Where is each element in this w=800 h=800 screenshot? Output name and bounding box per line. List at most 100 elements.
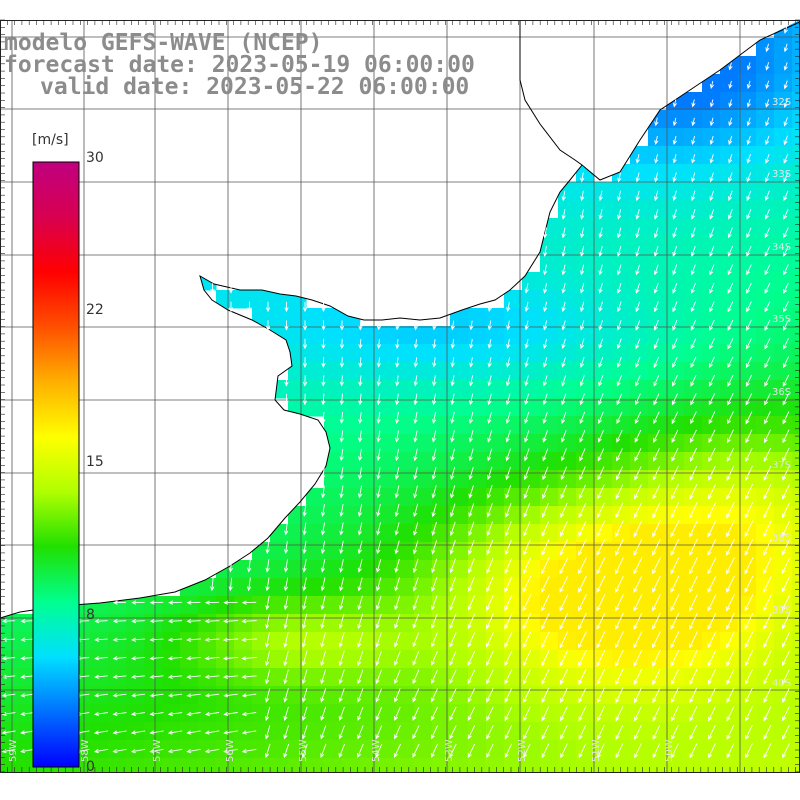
wind-cell (720, 524, 739, 543)
wind-cell (378, 434, 397, 453)
wind-arrow (652, 557, 661, 575)
wind-arrow (467, 595, 476, 611)
wind-cell (630, 704, 649, 723)
wind-cell (774, 38, 793, 57)
wind-cell (234, 578, 253, 597)
wind-cell (702, 560, 721, 579)
wind-arrow (598, 245, 603, 257)
forecast-date: forecast date: 2023-05-19 06:00:00 (4, 52, 475, 78)
wind-arrow (468, 448, 474, 462)
wind-cell (666, 164, 685, 183)
wind-cell (360, 632, 379, 651)
wind-arrow (744, 575, 754, 593)
wind-cell (666, 308, 685, 327)
wind-cell (612, 362, 631, 381)
wind-cell (414, 596, 433, 615)
wind-cell (522, 740, 541, 759)
wind-arrow (689, 484, 698, 500)
wind-cell (666, 434, 685, 453)
wind-cell (648, 344, 667, 363)
wind-arrow (449, 688, 457, 703)
wind-cell (126, 704, 145, 723)
wind-arrow (690, 301, 697, 313)
wind-arrow (506, 301, 511, 313)
wind-arrow (265, 688, 271, 703)
wind-cell (558, 218, 577, 237)
wind-arrow (241, 600, 257, 605)
wind-arrow (395, 357, 400, 368)
wind-arrow (727, 393, 734, 406)
wind-cell (342, 740, 361, 759)
wind-cell (612, 272, 631, 291)
wind-cell (360, 560, 379, 579)
wind-arrow (653, 375, 660, 387)
wind-cell (288, 650, 307, 669)
wind-cell (774, 236, 793, 255)
wind-cell (720, 470, 739, 489)
wind-cell (792, 236, 800, 255)
wind-cell (468, 740, 487, 759)
wind-cell (684, 290, 703, 309)
wind-arrow (506, 338, 511, 350)
wind-arrow (468, 521, 475, 537)
wind-cell (198, 740, 217, 759)
wind-cell (324, 740, 343, 759)
wind-cell (648, 236, 667, 255)
wind-cell (576, 308, 595, 327)
wind-arrow (616, 245, 622, 257)
wind-arrow (616, 320, 622, 331)
wind-cell (684, 416, 703, 435)
wind-cell (702, 452, 721, 471)
wind-arrow (541, 502, 549, 518)
wind-cell (612, 488, 631, 507)
wind-arrow (20, 748, 34, 754)
wind-cell (702, 164, 721, 183)
wind-cell (756, 164, 775, 183)
wind-cell (666, 614, 685, 633)
wind-arrow (781, 502, 791, 519)
wind-cell (18, 740, 37, 759)
wind-arrow (283, 706, 289, 722)
wind-cell (288, 668, 307, 687)
wind-cell (288, 524, 307, 543)
wind-cell (288, 578, 307, 597)
wind-arrow (302, 338, 308, 350)
wind-arrow (524, 338, 529, 350)
wind-cell (126, 596, 145, 615)
wind-cell (270, 704, 289, 723)
wind-cell (396, 398, 415, 417)
wind-cell (558, 200, 577, 219)
wind-arrow (505, 430, 511, 443)
wind-cell (612, 506, 631, 525)
wind-cell (0, 740, 19, 759)
wind-arrow (763, 502, 772, 519)
wind-cell (396, 452, 415, 471)
wind-arrow (93, 748, 109, 754)
wind-cell (558, 434, 577, 453)
wind-arrow (672, 172, 677, 183)
wind-arrow (707, 612, 717, 630)
wind-cell (468, 578, 487, 597)
wind-arrow (524, 301, 529, 313)
wind-arrow (321, 393, 326, 406)
wind-cell (0, 668, 19, 687)
wind-cell (558, 380, 577, 399)
wind-arrow (689, 502, 698, 519)
wind-arrow (726, 520, 735, 538)
wind-arrow (358, 338, 363, 350)
wind-cell (756, 38, 775, 57)
wind-cell (756, 200, 775, 219)
wind-arrow (131, 656, 145, 661)
wind-cell (612, 434, 631, 453)
wind-cell (18, 650, 37, 669)
wind-cell (432, 398, 451, 417)
wind-arrow (357, 522, 363, 536)
wind-arrow (302, 559, 307, 573)
wind-arrow (376, 320, 382, 331)
wind-arrow (653, 264, 659, 276)
wind-arrow (468, 539, 475, 555)
wind-cell (450, 596, 469, 615)
wind-cell (774, 398, 793, 417)
wind-cell (522, 344, 541, 363)
wind-arrow (579, 393, 585, 406)
